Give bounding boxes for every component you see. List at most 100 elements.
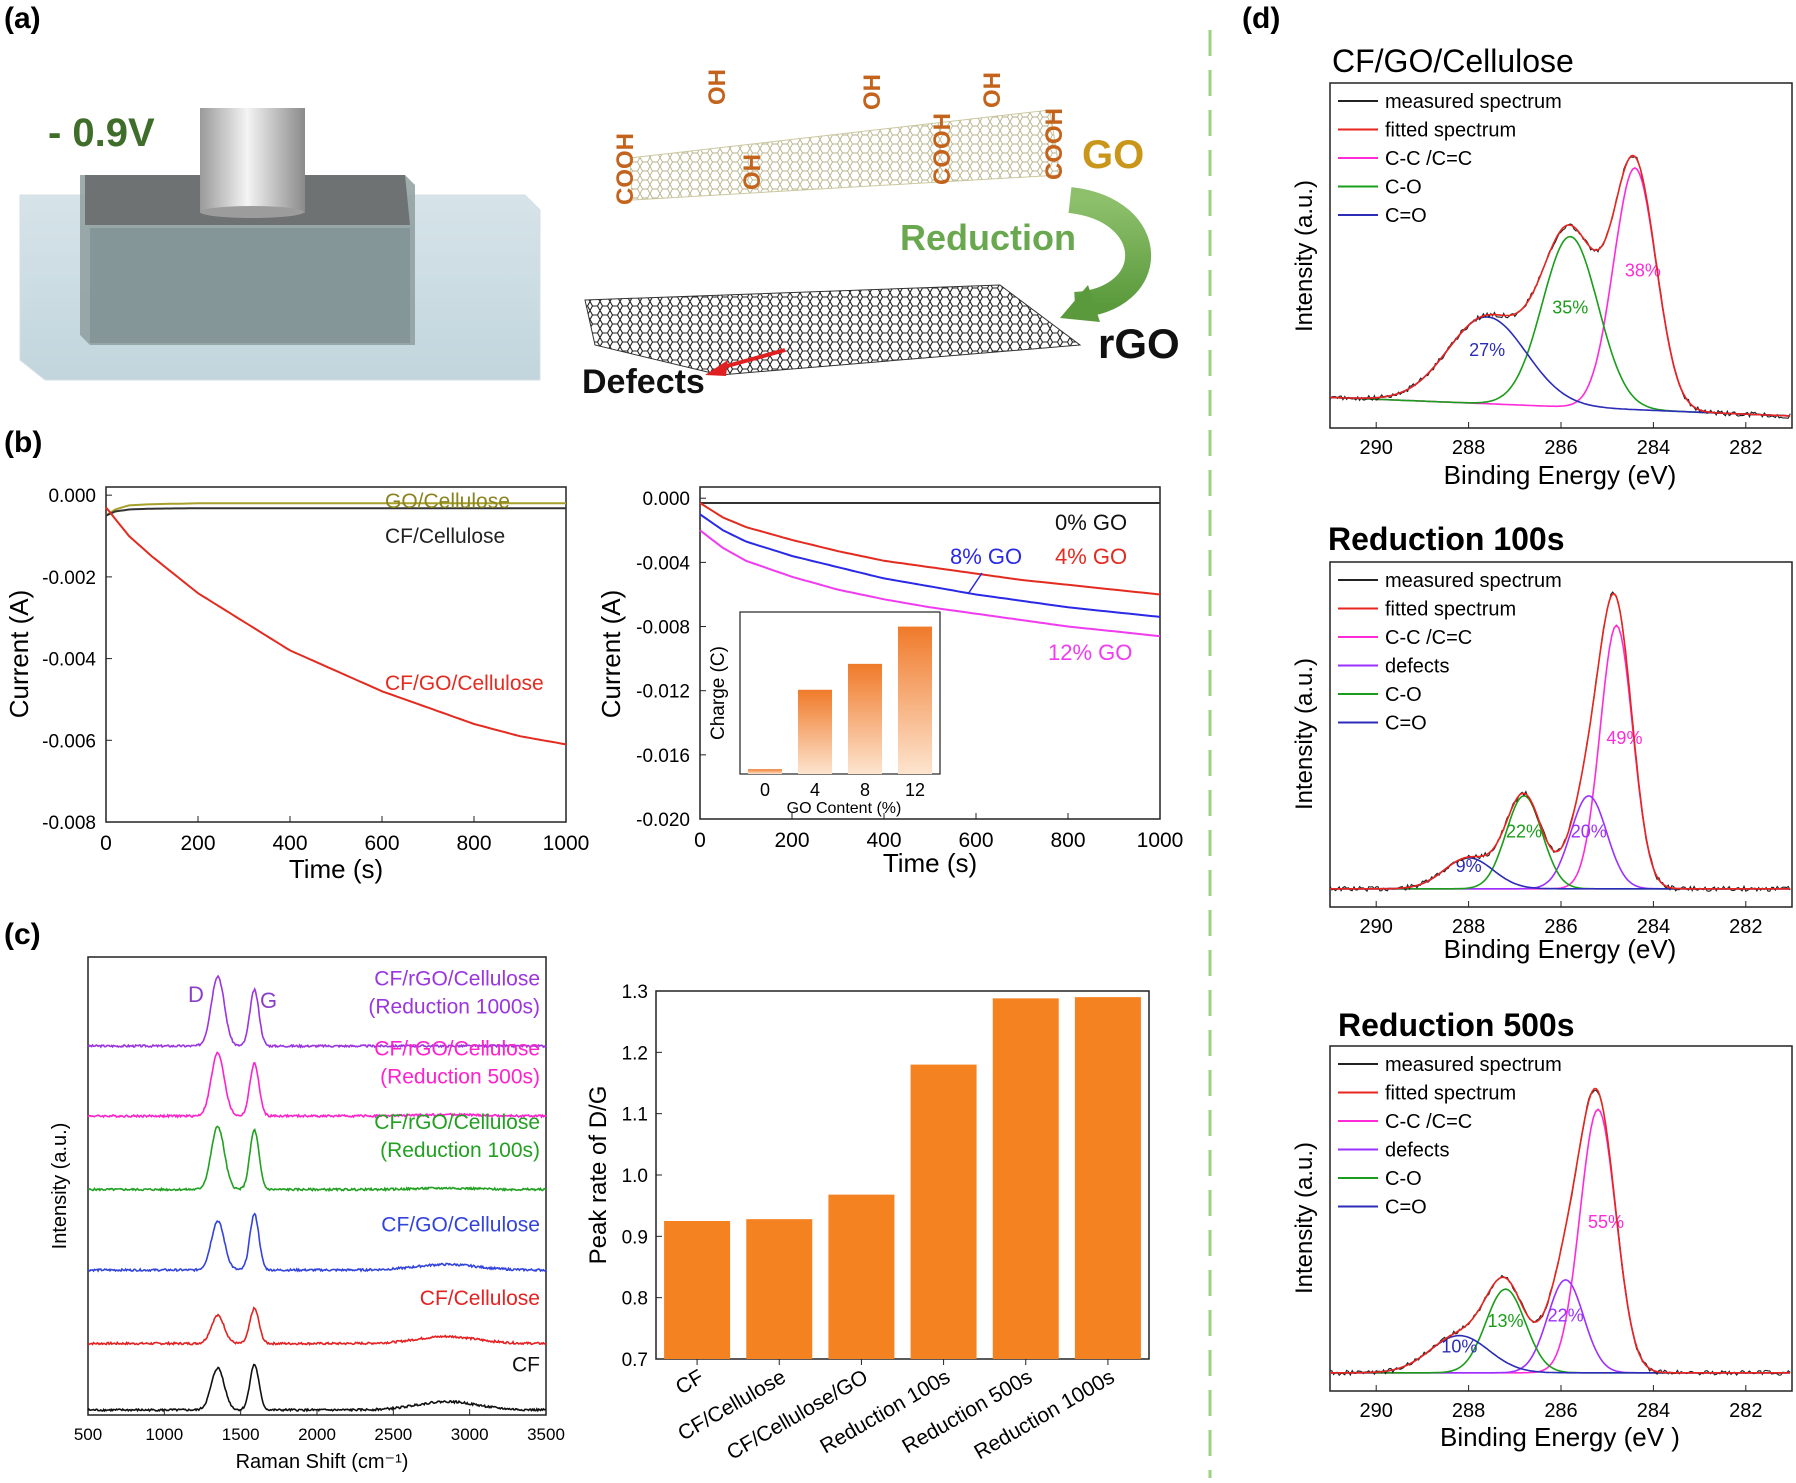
b1-xtick-label-1: 200 <box>180 832 215 855</box>
b1-xlabel: Time (s) <box>289 854 383 884</box>
group-cooh-3: COOH <box>1041 108 1068 180</box>
d1-plot-legend-4: C=O <box>1385 205 1427 227</box>
defects-label: Defects <box>582 363 705 401</box>
chart-d1: CF/GO/Cellulose 290 288 286 284 282 38% 35% 27%… <box>1291 43 1793 490</box>
d2-plot-xtick-label-2: 286 <box>1544 916 1577 938</box>
d3-plot-pct-3: 10% <box>1441 1336 1477 1356</box>
c2-xtick-label-5: Reduction 1000s <box>970 1365 1118 1464</box>
b1-ytick-label-0: 0.000 <box>48 486 96 507</box>
b1-ylabel: Current (A) <box>4 590 34 719</box>
b2-ytick-label-2: -0.008 <box>636 618 690 639</box>
b2-legend-0: 0% GO <box>1055 510 1127 535</box>
b2-xlabel: Time (s) <box>883 848 977 878</box>
c1-label-4: CF/Cellulose <box>420 1287 540 1310</box>
group-oh-1: OH <box>704 69 731 105</box>
c2-ytick-label-4: 1.1 <box>622 1105 648 1126</box>
b2-inset-xlabel: GO Content (%) <box>787 800 902 817</box>
b2-ytick-label-4: -0.016 <box>636 746 690 767</box>
c1-peak-d: D <box>188 982 204 1007</box>
c1-label-2: CF/rGO/Cellulose <box>374 1111 540 1134</box>
b2-ylabel: Current (A) <box>596 590 626 719</box>
d3-plot-legend-4: C-O <box>1385 1168 1422 1190</box>
b2-legend-12: 12% GO <box>1048 640 1132 665</box>
b1-series-2 <box>105 506 567 746</box>
d3-ylabel: Intensity (a.u.) <box>1291 1142 1318 1294</box>
b2-inset-bar-8 <box>848 663 882 774</box>
d1-plot-pct-0: 38% <box>1625 261 1661 281</box>
d1-plot-pct-2: 27% <box>1469 340 1505 360</box>
b2-series-2 <box>699 513 1161 618</box>
chart-b1: 0 200 400 600 800 1000 0.000 -0.002 -0.004 -0.006… <box>4 486 589 884</box>
c1-xlabel: Raman Shift (cm⁻¹) <box>236 1451 409 1473</box>
c1-label2-0: (Reduction 1000s) <box>368 996 540 1019</box>
reduction-label: Reduction <box>900 217 1076 258</box>
b1-legend-cf: CF/Cellulose <box>385 525 505 548</box>
d1-plot-legend-2: C-C /C=C <box>1385 148 1472 170</box>
b1-legend-cfgo: CF/GO/Cellulose <box>385 672 544 695</box>
c2-bar-4 <box>992 998 1059 1359</box>
panel-label-d: (d) <box>1242 2 1280 35</box>
d3-plot-legend-5: C=O <box>1385 1197 1427 1219</box>
group-cooh-2: COOH <box>929 113 956 185</box>
d3-plot-pct-2: 13% <box>1488 1311 1524 1331</box>
d1-plot-legend-0: measured spectrum <box>1385 91 1562 113</box>
d3-plot-legend-1: fitted spectrum <box>1385 1083 1516 1105</box>
d3-xlabel: Binding Energy (eV ) <box>1440 1422 1680 1452</box>
d1-plot-fitted <box>1330 154 1791 417</box>
b1-ytick-label-4: -0.008 <box>42 813 96 834</box>
c1-label2-1: (Reduction 500s) <box>380 1066 540 1089</box>
graphene-reduction-schematic: COOH OH OH OH COOH OH COOH GO Reduction … <box>582 69 1180 401</box>
c1-xtick-label-5: 3000 <box>451 1425 489 1444</box>
c1-label-3: CF/GO/Cellulose <box>381 1214 540 1237</box>
d3-plot-legend-0: measured spectrum <box>1385 1054 1562 1076</box>
c2-ytick-label-0: 0.7 <box>622 1350 648 1371</box>
b1-legend-go: GO/Cellulose <box>385 490 510 513</box>
c1-xtick-label-6: 3500 <box>527 1425 565 1444</box>
b1-ytick-label-1: -0.002 <box>42 568 96 589</box>
c1-spectrum-0 <box>87 974 547 1049</box>
c2-xtick-label-0: CF <box>672 1365 708 1399</box>
d1-plot-legend-1: fitted spectrum <box>1385 120 1516 142</box>
c1-spectrum-1 <box>87 1051 547 1119</box>
d1-xlabel: Binding Energy (eV) <box>1444 460 1677 490</box>
chart-c1: 500 1000 1500 2000 2500 3000 3500 CF/rGO/Cellu… <box>49 956 565 1473</box>
c1-label-1: CF/rGO/Cellulose <box>374 1038 540 1061</box>
d1-plot-xtick-label-1: 288 <box>1452 437 1485 459</box>
b2-xtick-label-0: 0 <box>694 829 706 852</box>
b2-ytick-label-3: -0.012 <box>636 682 690 703</box>
chart-b1-frame <box>105 486 567 823</box>
group-cooh-1: COOH <box>612 133 639 205</box>
c1-spectrum-3 <box>87 1212 547 1273</box>
d3-plot-xtick-label-2: 286 <box>1544 1400 1577 1422</box>
chart-c1-frame <box>87 956 547 1416</box>
d2-plot-xtick-label-1: 288 <box>1452 916 1485 938</box>
c2-ytick-label-6: 1.3 <box>622 982 648 1003</box>
b1-xtick-label-4: 800 <box>456 832 491 855</box>
d1-plot-xtick-label-4: 282 <box>1729 437 1762 459</box>
d2-plot-pct-3: 9% <box>1456 856 1482 876</box>
b1-xtick-label-2: 400 <box>272 832 307 855</box>
rgo-label: rGO <box>1098 320 1180 367</box>
electrochemical-cell-schematic: - 0.9V <box>19 108 541 381</box>
chart-c2: 0.70.80.91.01.11.21.3 CFCF/CelluloseCF/C… <box>585 982 1150 1465</box>
b2-ytick-label-1: -0.004 <box>636 553 690 574</box>
d3-plot-fitted <box>1330 1087 1791 1374</box>
b2-inset-xtick-4: 4 <box>810 780 820 800</box>
b2-xtick-label-2: 400 <box>866 829 901 852</box>
d2-xlabel: Binding Energy (eV) <box>1444 934 1677 964</box>
d2-plot-pct-2: 22% <box>1506 822 1542 842</box>
chart-b2-frame <box>699 486 1161 820</box>
c1-xtick-label-0: 500 <box>74 1425 102 1444</box>
d1-plot-xtick-label-2: 286 <box>1544 437 1577 459</box>
d3-title: Reduction 500s <box>1338 1007 1575 1043</box>
panel-label-b: (b) <box>4 426 42 459</box>
d3-plot-xtick-label-4: 282 <box>1729 1400 1762 1422</box>
group-oh-4: OH <box>979 72 1006 108</box>
c2-bar-1 <box>746 1219 813 1359</box>
d2-plot-legend-1: fitted spectrum <box>1385 599 1516 621</box>
b2-series-3 <box>699 529 1161 638</box>
c2-bar-0 <box>664 1221 731 1359</box>
chart-b2: 0 200 400 600 800 1000 0.000 -0.004 -0.008 -0.012… <box>596 486 1183 878</box>
b2-xtick-label-1: 200 <box>774 829 809 852</box>
